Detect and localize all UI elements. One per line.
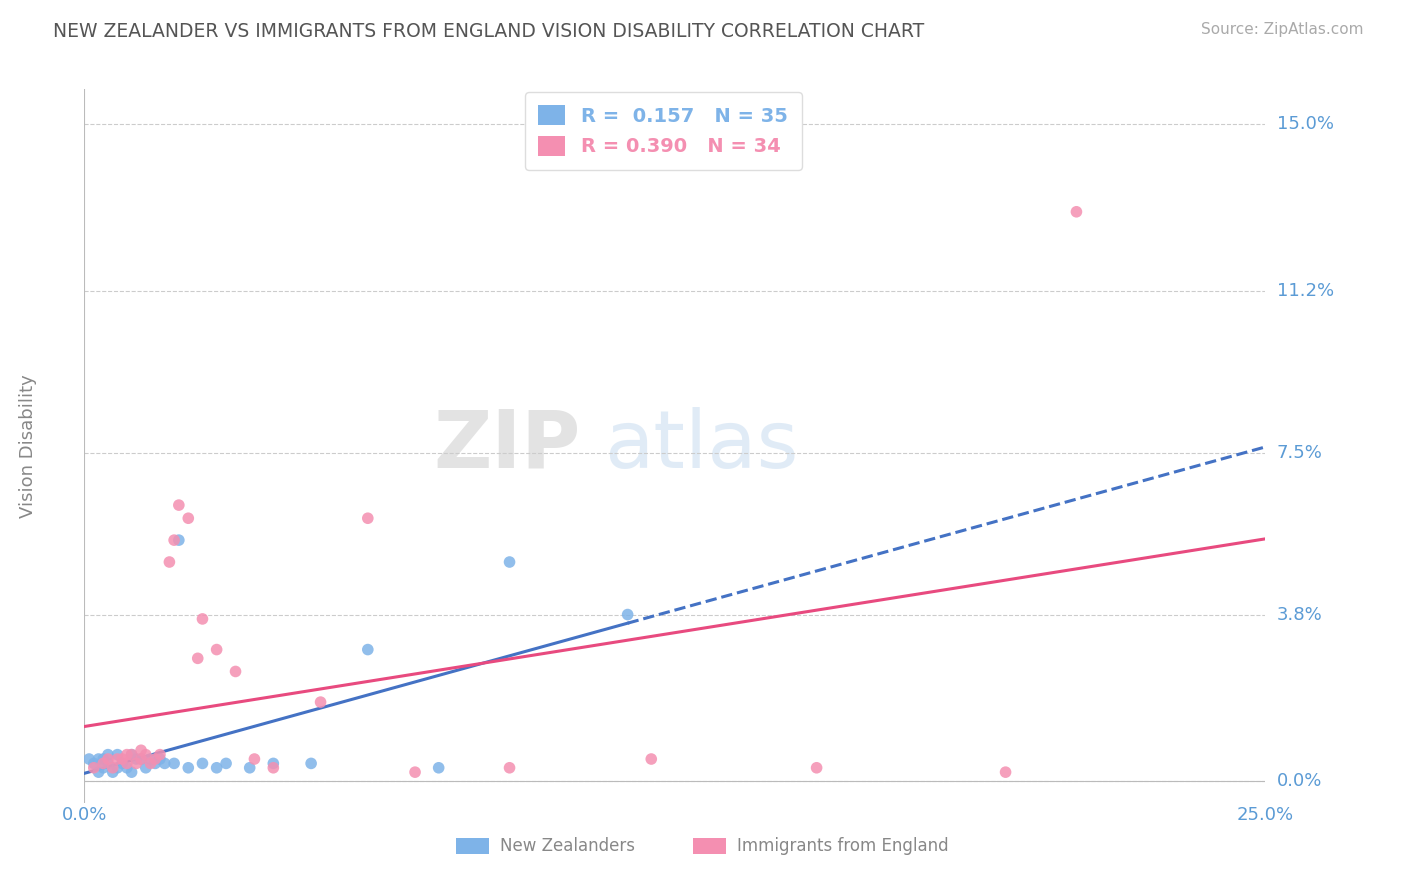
- Text: 11.2%: 11.2%: [1277, 282, 1334, 300]
- Point: [153, 756, 176, 771]
- Point: [107, 747, 129, 762]
- Point: [427, 761, 450, 775]
- Point: [115, 756, 138, 771]
- Text: NEW ZEALANDER VS IMMIGRANTS FROM ENGLAND VISION DISABILITY CORRELATION CHART: NEW ZEALANDER VS IMMIGRANTS FROM ENGLAND…: [53, 22, 925, 41]
- Point: [97, 756, 120, 771]
- Point: [143, 752, 166, 766]
- Text: Source: ZipAtlas.com: Source: ZipAtlas.com: [1201, 22, 1364, 37]
- Point: [111, 752, 134, 766]
- Point: [121, 765, 143, 780]
- Point: [1066, 204, 1088, 219]
- Point: [87, 752, 110, 766]
- Text: atlas: atlas: [605, 407, 799, 485]
- Point: [167, 533, 190, 548]
- Point: [498, 761, 520, 775]
- Point: [163, 756, 186, 771]
- Text: 3.8%: 3.8%: [1277, 606, 1322, 624]
- FancyBboxPatch shape: [693, 838, 725, 855]
- Point: [994, 765, 1017, 780]
- Point: [115, 747, 138, 762]
- Point: [107, 752, 129, 766]
- Point: [191, 756, 214, 771]
- Point: [125, 756, 148, 771]
- Point: [101, 761, 124, 775]
- Text: New Zealanders: New Zealanders: [501, 837, 636, 855]
- Point: [243, 752, 266, 766]
- Point: [139, 752, 162, 766]
- Point: [177, 511, 200, 525]
- Point: [205, 761, 228, 775]
- Point: [167, 498, 190, 512]
- Point: [806, 761, 828, 775]
- Point: [97, 747, 120, 762]
- Point: [357, 642, 380, 657]
- Point: [157, 555, 180, 569]
- Point: [191, 612, 214, 626]
- Point: [239, 761, 262, 775]
- Point: [205, 642, 228, 657]
- Point: [107, 761, 129, 775]
- Legend: R =  0.157   N = 35, R = 0.390   N = 34: R = 0.157 N = 35, R = 0.390 N = 34: [524, 92, 801, 169]
- Point: [309, 695, 332, 709]
- Point: [121, 747, 143, 762]
- Point: [143, 756, 166, 771]
- Point: [91, 756, 114, 771]
- Point: [91, 761, 114, 775]
- Point: [121, 747, 143, 762]
- Point: [83, 761, 105, 775]
- Point: [498, 555, 520, 569]
- Point: [640, 752, 662, 766]
- Text: ZIP: ZIP: [433, 407, 581, 485]
- Point: [262, 761, 284, 775]
- FancyBboxPatch shape: [457, 838, 489, 855]
- Point: [139, 756, 162, 771]
- Point: [163, 533, 186, 548]
- Point: [129, 752, 152, 766]
- Text: Immigrants from England: Immigrants from England: [738, 837, 949, 855]
- Point: [97, 752, 120, 766]
- Point: [77, 752, 100, 766]
- Point: [135, 747, 157, 762]
- Point: [225, 665, 247, 679]
- Text: 15.0%: 15.0%: [1277, 115, 1333, 133]
- Text: 7.5%: 7.5%: [1277, 443, 1323, 461]
- Text: 0.0%: 0.0%: [1277, 772, 1322, 790]
- Text: 0.0%: 0.0%: [62, 805, 107, 824]
- Text: Vision Disability: Vision Disability: [18, 374, 37, 518]
- Point: [129, 752, 152, 766]
- Point: [87, 765, 110, 780]
- Point: [404, 765, 426, 780]
- Point: [187, 651, 209, 665]
- Point: [101, 765, 124, 780]
- Point: [115, 761, 138, 775]
- Point: [149, 752, 172, 766]
- Point: [215, 756, 238, 771]
- Point: [91, 752, 114, 766]
- Point: [83, 756, 105, 771]
- Text: 25.0%: 25.0%: [1237, 805, 1294, 824]
- Point: [111, 756, 134, 771]
- Point: [357, 511, 380, 525]
- Point: [262, 756, 284, 771]
- Point: [616, 607, 638, 622]
- Point: [299, 756, 322, 771]
- Point: [135, 761, 157, 775]
- Point: [129, 743, 152, 757]
- Point: [177, 761, 200, 775]
- Point: [125, 752, 148, 766]
- Point: [149, 747, 172, 762]
